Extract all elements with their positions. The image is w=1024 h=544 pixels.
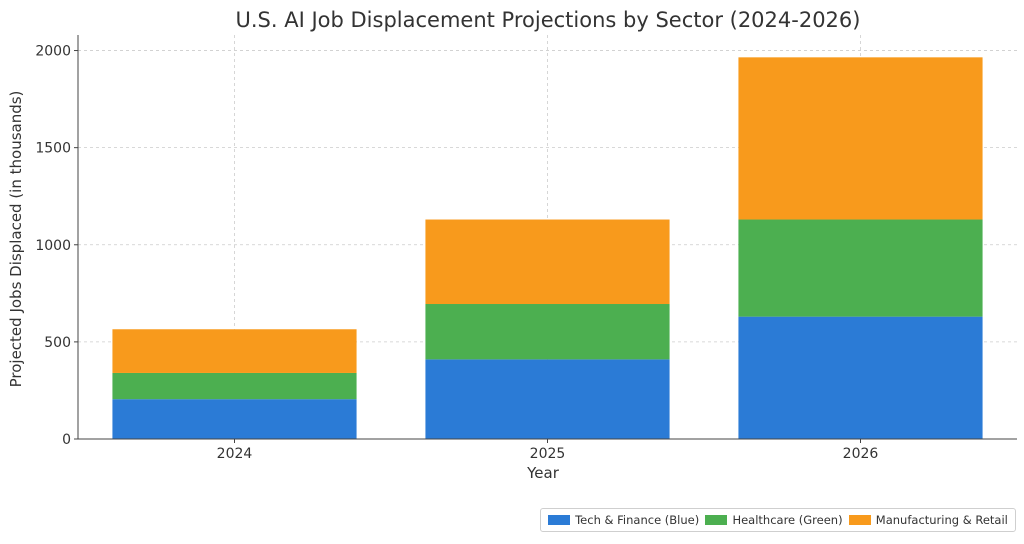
y-tick-label: 500 (44, 335, 71, 351)
chart-title: U.S. AI Job Displacement Projections by … (236, 8, 861, 32)
bar-manufacturing-2024 (112, 329, 357, 373)
y-tick-label: 1000 (35, 238, 71, 254)
bar-healthcare-2026 (738, 219, 983, 317)
legend-swatch (548, 515, 571, 525)
bar-healthcare-2025 (425, 304, 670, 360)
legend-swatch (705, 515, 728, 525)
y-axis-label: Projected Jobs Displaced (in thousands) (7, 91, 25, 388)
x-axis-label: Year (526, 464, 560, 482)
legend-swatch (848, 515, 871, 525)
x-tick-label: 2025 (530, 446, 566, 462)
bar-tech-2024 (112, 399, 357, 439)
x-tick-label: 2024 (217, 446, 253, 462)
legend-item: Manufacturing & Retail (848, 513, 1008, 527)
bar-healthcare-2024 (112, 372, 357, 400)
legend-item: Healthcare (Green) (705, 513, 843, 527)
bar-tech-2025 (425, 359, 670, 439)
bar-manufacturing-2026 (738, 57, 983, 220)
legend-label: Tech & Finance (Blue) (575, 513, 700, 527)
legend-label: Healthcare (Green) (732, 513, 843, 527)
y-tick-labels: 0 500 1000 1500 2000 (35, 44, 78, 448)
legend: Tech & Finance (Blue) Healthcare (Green) M… (540, 508, 1016, 532)
legend-item: Tech & Finance (Blue) (548, 513, 699, 527)
x-tick-labels: 2024 2025 2026 (217, 439, 879, 462)
bar-manufacturing-2025 (425, 219, 670, 305)
bars (112, 57, 983, 439)
bar-tech-2026 (738, 316, 983, 439)
y-tick-label: 1500 (35, 141, 71, 157)
y-tick-label: 2000 (35, 44, 71, 60)
legend-label: Manufacturing & Retail (875, 513, 1008, 527)
x-tick-label: 2026 (843, 446, 879, 462)
y-tick-label: 0 (62, 432, 71, 448)
